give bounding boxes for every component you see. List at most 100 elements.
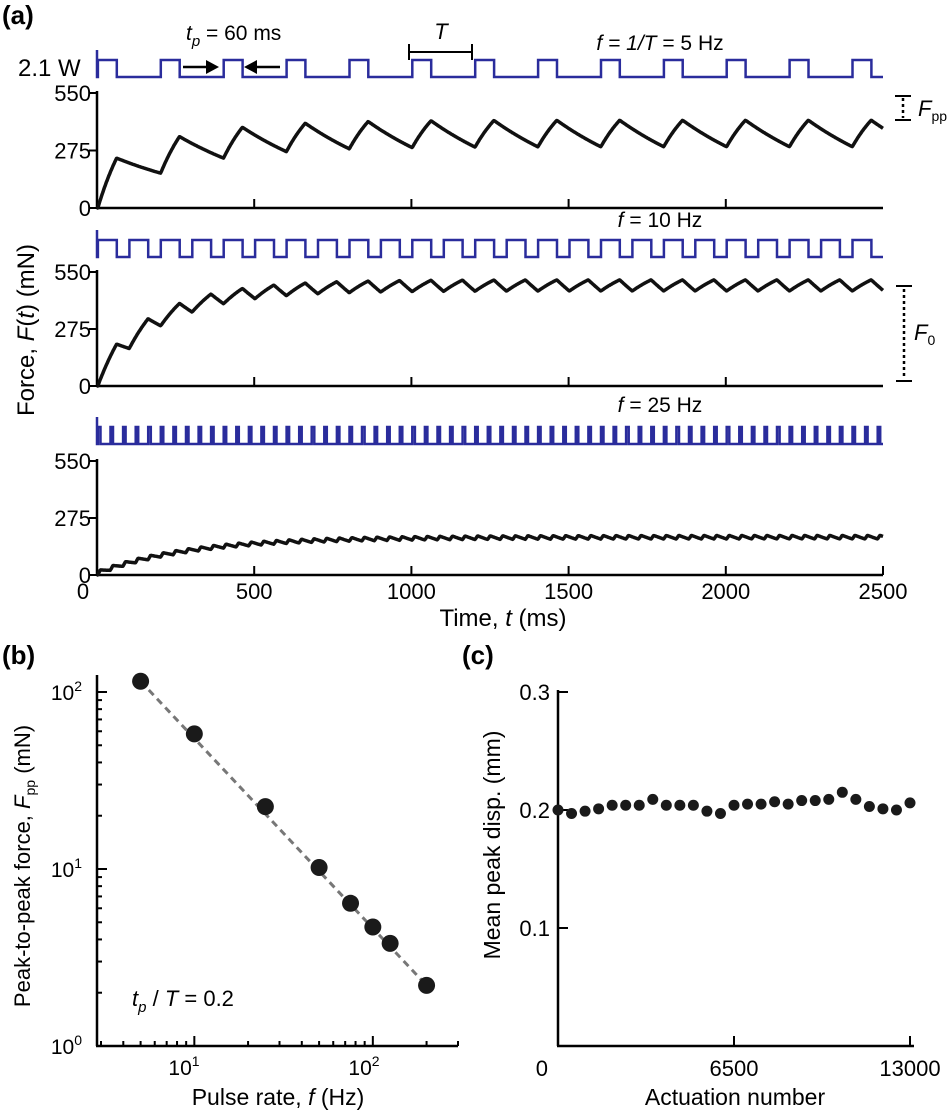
c-ytick-label-3: 0 bbox=[536, 1056, 548, 1081]
pulse-train-10hz bbox=[95, 230, 883, 259]
xtick-label-2: 1000 bbox=[387, 579, 436, 604]
subplot-title-3: f = 25 Hz bbox=[618, 394, 703, 417]
data-point bbox=[796, 795, 808, 807]
c-ytick-label-1: 0.2 bbox=[519, 798, 550, 823]
panel-b-ylabel: Peak-to-peak force, Fpp (mN) bbox=[10, 725, 38, 1007]
ytick-label-2-2: 0 bbox=[79, 374, 91, 399]
ytick-label-2-1: 275 bbox=[54, 317, 91, 342]
data-point bbox=[256, 798, 274, 816]
f0-bracket bbox=[896, 285, 912, 382]
panel-b-ytick-label-2: 102 bbox=[51, 678, 82, 705]
c-xtick-label-1: 13000 bbox=[879, 1056, 940, 1081]
data-point bbox=[132, 672, 150, 690]
force-trace-25hz bbox=[95, 533, 885, 577]
data-point bbox=[850, 793, 862, 805]
period-bracket bbox=[408, 44, 473, 60]
panel-b-plot bbox=[132, 672, 436, 994]
xtick-label-1: 500 bbox=[236, 579, 273, 604]
data-point bbox=[342, 894, 360, 912]
fit-line bbox=[139, 680, 428, 987]
panel-a-label: (a) bbox=[2, 0, 34, 30]
data-point bbox=[769, 796, 781, 808]
data-point bbox=[863, 800, 875, 812]
title-var: f bbox=[618, 394, 626, 417]
force-trace-10hz bbox=[95, 278, 885, 388]
ytick-label-1-1: 275 bbox=[54, 139, 91, 164]
panel-b-xlabel: Pulse rate, f (Hz) bbox=[192, 1084, 365, 1110]
ytick-label-100: 102 bbox=[51, 678, 82, 705]
data-point bbox=[660, 799, 672, 811]
subplot-title-1: f = 1/T = 5 Hz bbox=[596, 32, 723, 55]
subplot-title-2: f = 10 Hz bbox=[618, 209, 703, 232]
title-post: = 10 Hz bbox=[624, 209, 703, 232]
data-point bbox=[823, 793, 835, 805]
data-point bbox=[687, 799, 699, 811]
panel-b-label: (b) bbox=[2, 640, 35, 670]
data-point bbox=[364, 918, 382, 936]
panel-a-xlabel: Time, t (ms) bbox=[439, 605, 566, 632]
data-point bbox=[701, 805, 713, 817]
panel-b-ticks bbox=[97, 691, 459, 1047]
panel-c-label: (c) bbox=[462, 640, 494, 670]
data-point bbox=[728, 799, 740, 811]
xtick-label-5: 2500 bbox=[859, 579, 908, 604]
data-point bbox=[647, 793, 659, 805]
panel-c-ticks: 0.3 0.2 0.1 0 6500 13000 bbox=[519, 680, 940, 1081]
data-point bbox=[782, 798, 794, 810]
panel-a: (a) Force, F(t) (mN) 2.1 W tp = 60 ms T bbox=[2, 0, 947, 632]
title-var: f bbox=[618, 209, 626, 232]
tp-arrow-left bbox=[183, 60, 219, 74]
data-point bbox=[381, 934, 399, 952]
c-xtick-label-0: 6500 bbox=[710, 1056, 759, 1081]
data-point bbox=[552, 804, 564, 816]
data-point bbox=[593, 803, 605, 815]
data-point bbox=[633, 799, 645, 811]
panel-b: (b) Peak-to-peak force, Fpp (mN) 102 101… bbox=[2, 640, 459, 1110]
data-point bbox=[836, 786, 848, 798]
panel-b-ytick-label-1: 101 bbox=[51, 855, 82, 882]
title-var: f bbox=[596, 32, 604, 55]
xtick-label-0: 0 bbox=[77, 579, 89, 604]
ytick-label-3-2: 0 bbox=[79, 563, 91, 588]
force-subplots: f = 1/T = 5 Hz 550 275 0 f = 10 Hz 550 275 0 f =… bbox=[54, 32, 907, 604]
data-point bbox=[742, 798, 754, 810]
c-ytick-label-0: 0.3 bbox=[519, 680, 550, 705]
f0-annotation: F0 bbox=[914, 320, 935, 348]
data-point bbox=[674, 799, 686, 811]
ytick-label-1-0: 550 bbox=[54, 81, 91, 106]
data-point bbox=[714, 808, 726, 820]
data-point bbox=[755, 798, 767, 810]
ytick-label-10: 101 bbox=[51, 855, 82, 882]
xtick-label-10: 101 bbox=[168, 1053, 199, 1080]
data-point bbox=[606, 799, 618, 811]
ytick-label-1-2: 0 bbox=[79, 196, 91, 221]
xtick-label-4: 2000 bbox=[701, 579, 750, 604]
ytick-label-3-0: 550 bbox=[54, 449, 91, 474]
tp-annotation: tp = 60 ms bbox=[186, 22, 281, 50]
title-post: = 25 Hz bbox=[624, 394, 703, 417]
data-point bbox=[890, 804, 902, 816]
ratio-annotation: tp / T = 0.2 bbox=[132, 986, 234, 1016]
title-var2: T bbox=[644, 32, 659, 55]
tp-arrow-right bbox=[244, 60, 280, 74]
data-point bbox=[877, 803, 889, 815]
ytick-label-2-0: 550 bbox=[54, 260, 91, 285]
title-mid: = 1/ bbox=[602, 32, 646, 55]
data-point bbox=[809, 795, 821, 807]
data-point bbox=[310, 858, 328, 876]
panel-c-plot bbox=[552, 786, 916, 820]
panel-c: (c) Mean peak disp. (mm) 0.3 0.2 0.1 0 6500 1… bbox=[462, 640, 941, 1110]
data-point bbox=[418, 976, 436, 994]
ytick-label-1: 100 bbox=[51, 1032, 82, 1059]
panel-b-ytick-label-0: 100 bbox=[51, 1032, 82, 1059]
xtick-label-100: 102 bbox=[348, 1053, 379, 1080]
panel-a-ylabel: Force, F(t) (mN) bbox=[13, 244, 40, 416]
fpp-annotation: Fpp bbox=[918, 96, 947, 124]
power-label: 2.1 W bbox=[18, 55, 81, 82]
period-annotation: T bbox=[434, 19, 449, 44]
xtick-label-3: 1500 bbox=[544, 579, 593, 604]
data-point bbox=[904, 797, 916, 809]
c-ytick-label-2: 0.1 bbox=[519, 916, 550, 941]
pulse-train-5hz bbox=[95, 50, 883, 79]
